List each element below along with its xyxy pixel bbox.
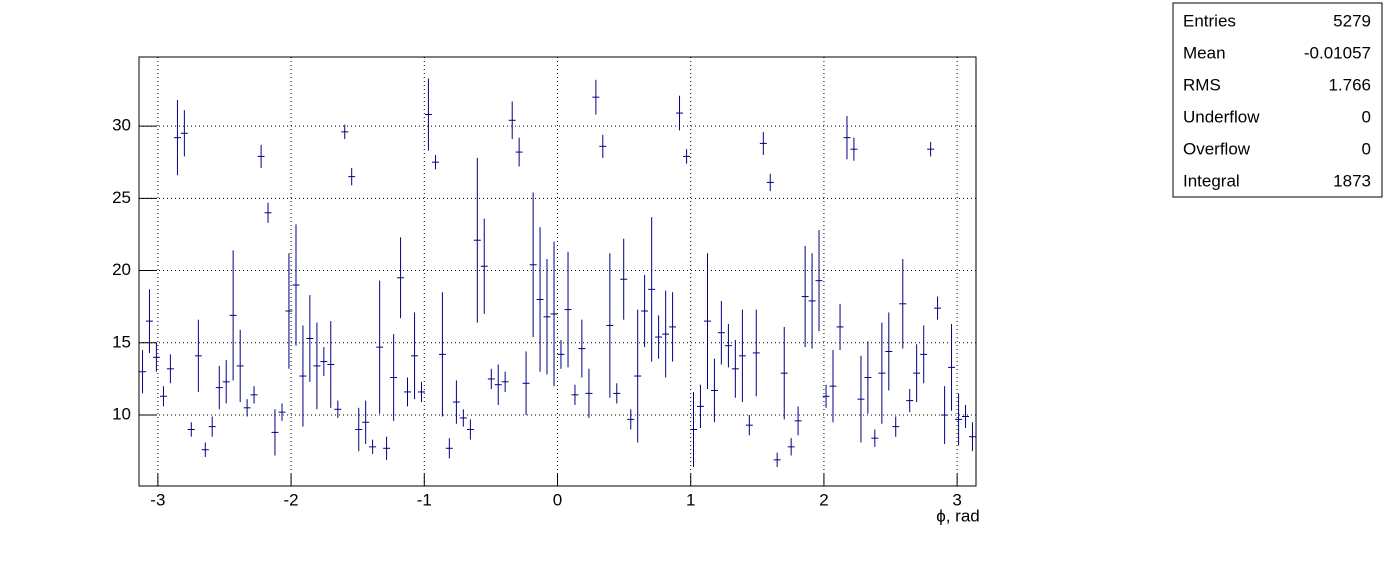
y-tick-label: 30 (112, 116, 131, 135)
x-tick-label: 3 (952, 490, 961, 509)
stats-value: 0 (1362, 139, 1371, 158)
stats-label: Underflow (1183, 107, 1260, 126)
stats-label: RMS (1183, 75, 1221, 94)
x-tick-label: -3 (150, 490, 165, 509)
stats-label: Overflow (1183, 139, 1251, 158)
x-tick-label: 0 (553, 490, 562, 509)
x-axis-label: ϕ, rad (936, 506, 980, 525)
stats-label: Mean (1183, 43, 1226, 62)
stats-value: 0 (1362, 107, 1371, 126)
y-tick-label: 15 (112, 332, 131, 351)
stats-value: 1.766 (1328, 75, 1371, 94)
stats-label: Integral (1183, 171, 1240, 190)
x-tick-label: -2 (284, 490, 299, 509)
x-tick-label: -1 (417, 490, 432, 509)
y-tick-label: 25 (112, 188, 131, 207)
plot-frame (138, 56, 977, 487)
y-tick-label: 10 (112, 405, 131, 424)
stats-value: -0.01057 (1304, 43, 1371, 62)
stats-value: 1873 (1333, 171, 1371, 190)
y-tick-label: 20 (112, 260, 131, 279)
x-tick-label: 1 (686, 490, 695, 509)
stats-label: Entries (1183, 11, 1236, 30)
stats-value: 5279 (1333, 11, 1371, 30)
x-tick-label: 2 (819, 490, 828, 509)
stats-box (1172, 2, 1383, 198)
